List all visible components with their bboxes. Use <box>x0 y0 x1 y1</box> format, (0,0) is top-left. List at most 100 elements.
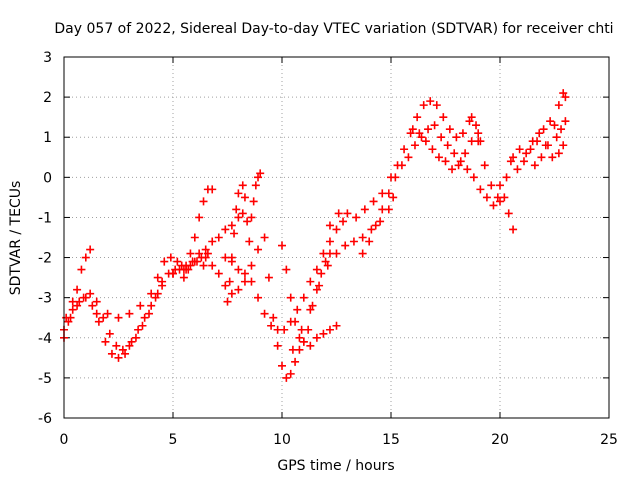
data-point <box>325 237 334 246</box>
data-point <box>247 213 256 222</box>
data-point <box>112 341 121 350</box>
data-point <box>190 233 199 242</box>
data-point <box>358 249 367 258</box>
data-point <box>234 265 243 274</box>
data-point <box>227 257 236 266</box>
data-point <box>480 161 489 170</box>
data-point <box>240 269 249 278</box>
data-point <box>543 141 552 150</box>
data-point <box>443 141 452 150</box>
data-point <box>221 225 230 234</box>
data-point <box>376 217 385 226</box>
data-point <box>199 197 208 206</box>
data-point <box>166 253 175 262</box>
data-point <box>267 321 276 330</box>
data-point <box>465 117 474 126</box>
data-point <box>450 149 459 158</box>
y-tick-label: 2 <box>43 90 52 106</box>
data-point <box>234 213 243 222</box>
data-point <box>114 313 123 322</box>
data-point <box>230 229 239 238</box>
axis-ticks: 0 5 10 15 20 25 -6 -5 -4 -3 -2 -1 0 1 2 3 <box>38 50 618 448</box>
data-point <box>323 261 332 270</box>
data-point <box>221 281 230 290</box>
data-point <box>299 337 308 346</box>
data-point <box>280 325 289 334</box>
data-point <box>138 321 147 330</box>
data-point <box>158 277 167 286</box>
data-point <box>496 197 504 206</box>
data-point <box>103 309 112 318</box>
data-point <box>546 117 555 126</box>
data-point <box>397 161 406 170</box>
data-point <box>352 213 361 222</box>
data-point <box>561 93 570 102</box>
data-point <box>151 293 160 302</box>
data-point <box>474 137 483 146</box>
data-point <box>315 281 324 290</box>
data-point <box>254 293 263 302</box>
x-tick-label: 20 <box>491 432 509 448</box>
data-point <box>260 233 269 242</box>
data-point <box>472 121 481 130</box>
x-tick-label: 5 <box>169 432 178 448</box>
data-point <box>391 173 400 182</box>
data-point <box>195 213 204 222</box>
data-point <box>506 157 515 166</box>
data-point <box>454 161 463 170</box>
x-tick-label: 0 <box>60 432 69 448</box>
data-point <box>201 245 210 254</box>
data-point <box>325 325 334 334</box>
data-point <box>256 169 265 178</box>
data-point <box>68 305 77 314</box>
data-point <box>410 141 419 150</box>
data-point <box>234 285 243 294</box>
y-tick-label: 3 <box>43 50 52 66</box>
data-point <box>199 261 208 270</box>
data-point <box>99 313 108 322</box>
data-point <box>88 301 97 310</box>
data-point <box>208 237 217 246</box>
data-point <box>107 349 116 358</box>
data-point <box>502 173 511 182</box>
data-point <box>550 121 559 130</box>
data-point <box>332 225 341 234</box>
data-point <box>238 181 247 190</box>
y-tick-label: -2 <box>38 251 52 267</box>
data-point <box>131 333 140 342</box>
data-point <box>467 113 476 122</box>
data-point <box>554 149 563 158</box>
data-point <box>140 313 149 322</box>
data-point <box>121 349 130 358</box>
data-point <box>75 297 84 306</box>
data-point <box>552 133 561 142</box>
data-point <box>559 89 568 98</box>
data-point <box>482 193 491 202</box>
data-point <box>476 185 485 194</box>
data-point <box>182 261 191 270</box>
data-point <box>548 153 557 162</box>
data-point <box>489 201 498 210</box>
data-point <box>437 133 446 142</box>
data-point <box>389 193 398 202</box>
data-point <box>81 253 90 262</box>
data-point <box>291 317 300 326</box>
data-point <box>448 165 457 174</box>
data-point <box>282 373 291 382</box>
data-point <box>101 337 110 346</box>
data-point <box>291 357 300 366</box>
data-point <box>513 165 522 174</box>
data-point <box>227 221 236 230</box>
data-point <box>173 257 182 266</box>
data-point <box>118 345 127 354</box>
data-point <box>426 97 435 106</box>
data-point <box>264 273 273 282</box>
data-point <box>249 197 258 206</box>
x-tick-label: 10 <box>273 432 291 448</box>
data-point <box>145 309 154 318</box>
y-tick-label: -4 <box>38 331 52 347</box>
data-point <box>260 309 269 318</box>
data-point <box>378 205 387 214</box>
data-point <box>105 329 114 338</box>
